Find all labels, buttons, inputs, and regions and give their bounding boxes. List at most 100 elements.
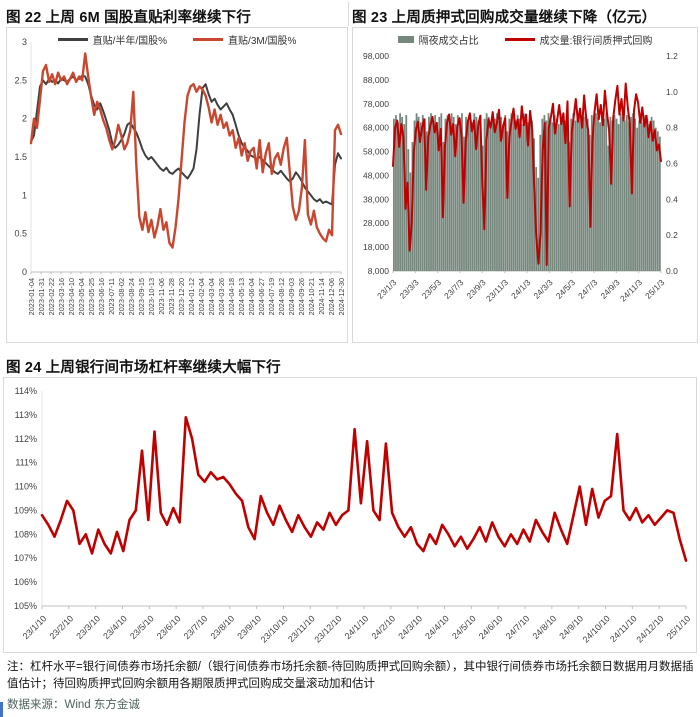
- tick-label: 24/3/3: [531, 277, 555, 301]
- tick-label: 24/12/10: [634, 613, 665, 644]
- legend-swatch: [193, 38, 224, 41]
- tick-label: 2023-11-28: [167, 278, 176, 315]
- series-line: [40, 415, 688, 562]
- legend-item: 直贴/3M/国股%: [193, 32, 296, 47]
- tick-label: 114%: [15, 386, 37, 396]
- legend-label: 隔夜成交占比: [418, 36, 479, 47]
- tick-label: 2023-10-13: [147, 278, 156, 315]
- tick-label: 24/3/10: [396, 613, 424, 641]
- tick-label: 2024-05-13: [237, 278, 246, 315]
- tick-label: 2024-03-04: [207, 278, 216, 315]
- tick-label: 24/7/10: [504, 613, 532, 641]
- tick-label: 107%: [14, 553, 37, 563]
- tick-label: 1: [22, 190, 27, 200]
- tick-label: 0.5: [14, 229, 27, 239]
- tick-label: 1.0: [666, 87, 678, 97]
- tick-label: 23/12/10: [312, 613, 343, 644]
- tick-label: 110%: [15, 482, 37, 492]
- blue-edge-marker: [0, 702, 3, 717]
- tick-label: 2024-07-19: [267, 278, 276, 315]
- tick-label: 2023-05-04: [77, 278, 86, 315]
- tick-label: 23/2/10: [47, 613, 75, 641]
- tick-label: 23/7/10: [182, 613, 210, 641]
- tick-label: 2024-04-18: [227, 278, 236, 315]
- tick-label: 105%: [14, 601, 37, 611]
- tick-label: 23/10/10: [259, 613, 290, 644]
- tick-label: 78,000: [363, 99, 389, 109]
- figure23-chart: 隔夜成交占比 成交量:银行间质押式回购 98,000 88,000 78,000 68,…: [352, 27, 698, 343]
- figure24-plot: 114% 113% 112% 111% 110% 109% 108% 107% 106% 105%…: [14, 386, 693, 645]
- tick-label: 2023-01-04: [27, 278, 36, 315]
- tick-label: 2024-09-03: [287, 278, 296, 315]
- figure23-legend: 隔夜成交占比 成交量:银行间质押式回购: [353, 32, 697, 47]
- tick-label: 23/7/3: [442, 277, 466, 301]
- tick-label: 23/3/3: [397, 277, 421, 301]
- tick-label: 1.5: [14, 152, 27, 162]
- tick-label: 2024-06-27: [257, 278, 266, 315]
- legend-swatch: [504, 38, 535, 41]
- tick-label: 23/6/10: [155, 613, 183, 641]
- tick-label: 23/8/10: [208, 613, 236, 641]
- tick-label: 2024-06-04: [247, 278, 256, 315]
- tick-label: 2023-01-31: [37, 278, 46, 315]
- tick-label: 2024-09-26: [297, 278, 306, 315]
- series-line: [30, 74, 342, 206]
- data-source-text: 数据来源：Wind 东方金诚: [7, 699, 140, 711]
- footnote-text: 注：杠杆水平=银行间债券市场托余额/（银行间债券市场托余额-待回购质押式回购余额…: [7, 661, 694, 690]
- tick-label: 2023-11-06: [157, 278, 166, 315]
- tick-label: 2.5: [14, 75, 27, 85]
- figure22-chart: 直贴/半年/国股% 直贴/3M/国股% 3 2.5 2 1.5 1 0.5 0 2023-01-…: [6, 27, 348, 343]
- tick-label: 8,000: [368, 266, 390, 276]
- tick-label: 2023-09-15: [137, 278, 146, 315]
- tick-label: 23/1/3: [375, 277, 399, 301]
- figure24-chart: 114% 113% 112% 111% 110% 109% 108% 107% 106% 105%…: [3, 377, 697, 653]
- tick-label: 106%: [14, 577, 37, 587]
- tick-label: 28,000: [363, 218, 389, 228]
- tick-label: 0.8: [666, 123, 678, 133]
- tick-label: 38,000: [363, 194, 389, 204]
- tick-label: 24/5/3: [554, 277, 578, 301]
- tick-label: 2024-11-14: [317, 278, 326, 315]
- series-line: [29, 52, 343, 249]
- tick-label: 98,000: [363, 51, 389, 61]
- tick-label: 2023-04-10: [67, 278, 76, 315]
- tick-label: 2: [22, 114, 27, 124]
- tick-label: 2024-01-12: [187, 278, 196, 315]
- figure22-legend: 直贴/半年/国股% 直贴/3M/国股%: [7, 32, 347, 47]
- tick-label: 108%: [14, 529, 37, 539]
- tick-label: 23/5/10: [128, 613, 156, 641]
- tick-label: 24/6/10: [477, 613, 505, 641]
- tick-label: 2024-08-12: [277, 278, 286, 315]
- tick-label: 24/2/10: [369, 613, 397, 641]
- tick-label: 48,000: [363, 170, 389, 180]
- tick-label: 23/3/10: [74, 613, 102, 641]
- tick-label: 25/1/10: [665, 613, 693, 641]
- tick-label: 88,000: [363, 75, 389, 85]
- tick-label: 2023-02-22: [47, 278, 56, 315]
- tick-label: 0.4: [666, 194, 678, 204]
- tick-label: 23/11/10: [286, 613, 317, 644]
- series-line: [392, 82, 662, 266]
- tick-label: 2023-07-11: [107, 278, 116, 315]
- tick-label: 24/4/10: [423, 613, 451, 641]
- tick-label: 24/5/10: [450, 613, 478, 641]
- tick-label: 3: [22, 37, 27, 47]
- legend-item: 直贴/半年/国股%: [57, 32, 167, 47]
- figure23-plot: 98,000 88,000 78,000 68,000 58,000 48,000 38,0…: [363, 51, 678, 304]
- tick-label: 2024-12-06: [327, 278, 336, 315]
- tick-label: 24/7/3: [576, 277, 600, 301]
- tick-label: 2023-06-16: [97, 278, 106, 315]
- legend-label: 直贴/3M/国股%: [228, 36, 297, 47]
- tick-label: 113%: [15, 410, 37, 420]
- tick-label: 2023-12-20: [177, 278, 186, 315]
- tick-label: 24/10/10: [581, 613, 612, 644]
- figure23-title: 图 23 上周质押式回购成交量继续下降（亿元）: [352, 10, 657, 26]
- figure24-title: 图 24 上周银行间市场杠杆率继续大幅下行: [6, 360, 281, 376]
- legend-item: 成交量:银行间质押式回购: [504, 32, 652, 47]
- tick-label: 24/1/10: [343, 613, 371, 641]
- tick-label: 2023-03-16: [57, 278, 66, 315]
- legend-swatch: [397, 36, 414, 43]
- tick-label: 0: [22, 267, 27, 277]
